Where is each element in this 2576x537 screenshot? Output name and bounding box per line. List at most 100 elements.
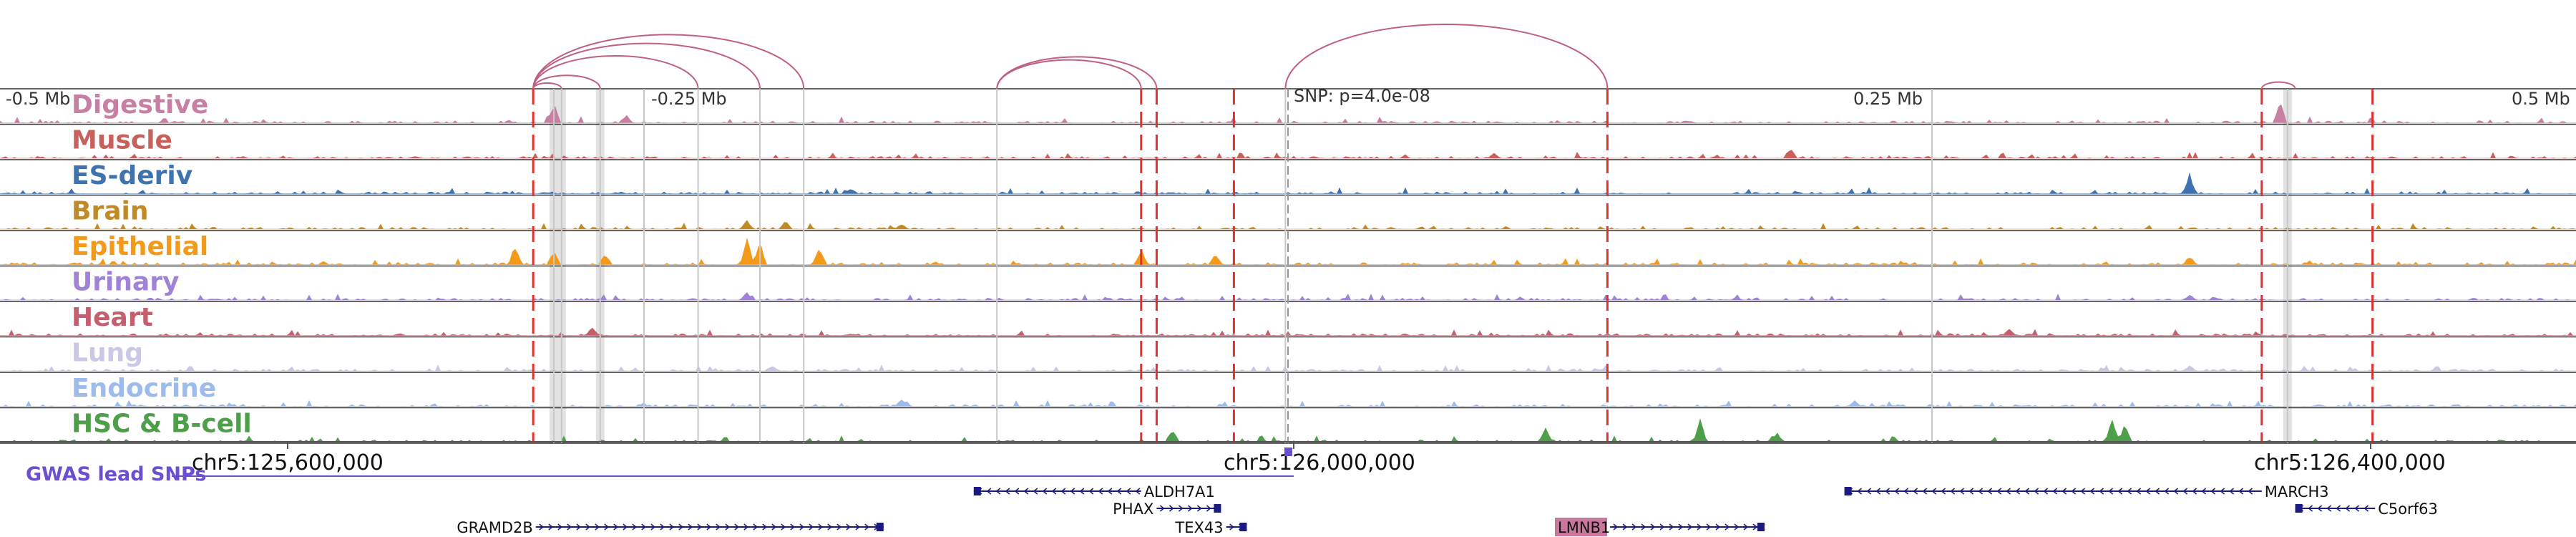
strand-chevron (604, 523, 610, 531)
strand-chevron (2238, 488, 2244, 495)
strand-chevron (1959, 488, 1965, 495)
strand-chevron (539, 523, 545, 531)
strand-chevron (1894, 488, 1900, 495)
gwas-track: GWAS lead SNPs (26, 448, 1294, 485)
strand-chevron (576, 523, 582, 531)
strand-chevron (1697, 523, 1702, 531)
gene-exon (1757, 523, 1765, 531)
strand-chevron (1169, 505, 1174, 512)
gwas-snp-marker (1284, 448, 1292, 456)
strand-chevron (2024, 488, 2030, 495)
strand-chevron (2192, 488, 2197, 495)
strand-chevron (1950, 488, 1956, 495)
strand-chevron (2117, 488, 2123, 495)
strand-chevron (1669, 523, 1674, 531)
strand-chevron (1116, 488, 1122, 495)
strand-chevron (2136, 488, 2142, 495)
strand-chevron (781, 523, 786, 531)
strand-chevron (2354, 505, 2360, 512)
strand-chevron (2062, 488, 2067, 495)
strand-chevron (734, 523, 740, 531)
strand-chevron (548, 523, 554, 531)
interaction-arcs (532, 24, 2296, 90)
strand-chevron (623, 523, 628, 531)
strand-chevron (2089, 488, 2095, 495)
strand-chevron (1079, 488, 1085, 495)
strand-chevron (1996, 488, 2002, 495)
strand-chevron (2127, 488, 2132, 495)
strand-chevron (1098, 488, 1103, 495)
strand-chevron (818, 523, 824, 531)
strand-chevron (1885, 488, 1890, 495)
gene-exon (2295, 504, 2303, 513)
strand-chevron (557, 523, 563, 531)
strand-chevron (1987, 488, 1993, 495)
track-label: Urinary (72, 268, 179, 297)
strand-chevron (567, 523, 572, 531)
coordinate-label-right: chr5:126,400,000 (2254, 450, 2446, 475)
gene-highlight-box (1555, 518, 1607, 536)
strand-chevron (2034, 488, 2039, 495)
strand-chevron (1088, 488, 1094, 495)
coordinate-axis: chr5:125,600,000 chr5:126,000,000 chr5:1… (0, 441, 2576, 475)
strand-chevron (771, 523, 777, 531)
interaction-arc (532, 82, 562, 90)
strand-chevron (1968, 488, 1974, 495)
strand-chevron (1023, 488, 1029, 495)
strand-chevron (1913, 488, 1918, 495)
interaction-arc (532, 54, 699, 90)
gene-exon (1844, 487, 1852, 495)
signal-profile (0, 238, 2576, 265)
strand-chevron (1014, 488, 1020, 495)
gene-exon (973, 487, 981, 495)
track-label: Digestive (72, 90, 208, 120)
strand-chevron (725, 523, 731, 531)
strand-chevron (836, 523, 842, 531)
strand-chevron (2164, 488, 2170, 495)
signal-profile (0, 327, 2576, 336)
interaction-arc (1284, 24, 1609, 90)
strand-chevron (2052, 488, 2058, 495)
interaction-arc (532, 42, 761, 90)
track-label: Brain (72, 197, 148, 226)
strand-chevron (1005, 488, 1010, 495)
strand-chevron (613, 523, 619, 531)
strand-chevron (1650, 523, 1656, 531)
gwas-track-label: GWAS lead SNPs (26, 463, 206, 485)
offset-axis: -0.5 Mb -0.25 Mb SNP: p=4.0e-08 0.25 Mb … (6, 86, 2570, 109)
strand-chevron (799, 523, 805, 531)
strand-chevron (678, 523, 684, 531)
strand-chevron (846, 523, 852, 531)
strand-chevron (1641, 523, 1646, 531)
interaction-arc (532, 74, 601, 90)
strand-chevron (1070, 488, 1075, 495)
strand-chevron (650, 523, 656, 531)
strand-chevron (1659, 523, 1665, 531)
gene-exon (876, 523, 884, 531)
strand-chevron (2182, 488, 2188, 495)
strand-chevron (2006, 488, 2011, 495)
track-label: Muscle (72, 126, 172, 155)
strand-chevron (2015, 488, 2021, 495)
strand-chevron (2080, 488, 2086, 495)
offset-label-pos-quarter: 0.25 Mb (1853, 89, 1923, 109)
gene-label: GRAMD2B (457, 519, 532, 536)
strand-chevron (1178, 505, 1184, 512)
strand-chevron (753, 523, 758, 531)
strand-chevron (2145, 488, 2151, 495)
strand-chevron (2043, 488, 2049, 495)
strand-chevron (595, 523, 600, 531)
interaction-arc (996, 59, 1142, 90)
coordinate-label-left: chr5:125,600,000 (192, 450, 384, 475)
track-label: Endocrine (72, 374, 216, 403)
strand-chevron (790, 523, 796, 531)
offset-label-pos-half: 0.5 Mb (2512, 89, 2570, 109)
strand-chevron (2363, 505, 2369, 512)
strand-chevron (1903, 488, 1909, 495)
strand-chevron (697, 523, 703, 531)
strand-chevron (1706, 523, 1712, 531)
strand-chevron (641, 523, 647, 531)
track-label: Heart (72, 303, 153, 332)
